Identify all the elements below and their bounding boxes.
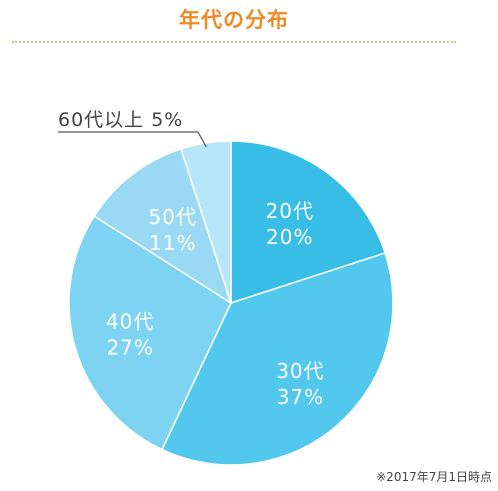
callout-leader-line <box>197 131 207 148</box>
pie-slice-40代 <box>68 215 232 451</box>
footnote: ※2017年7月1日時点 <box>376 470 492 484</box>
callout: 60代以上 5% <box>58 109 207 148</box>
pie-slice-30代 <box>161 251 394 466</box>
slice-label: 20代 <box>266 199 314 223</box>
slice-percent-label: 27% <box>106 335 153 359</box>
pie-slice-50代 <box>93 147 233 305</box>
pie-slice-20代 <box>230 140 387 305</box>
slice-label: 40代 <box>106 309 154 333</box>
slice-percent-label: 20% <box>266 225 313 249</box>
callout-label: 60代以上 5% <box>58 109 183 131</box>
slice-percent-label: 37% <box>277 385 324 409</box>
slice-label: 50代 <box>149 205 197 229</box>
pie-slices <box>68 140 394 466</box>
title-divider <box>12 41 456 43</box>
pie-slice-60代以上 <box>179 140 232 304</box>
chart-title: 年代の分布 <box>179 8 289 32</box>
slice-label: 30代 <box>276 359 324 383</box>
slice-percent-label: 11% <box>149 231 196 255</box>
